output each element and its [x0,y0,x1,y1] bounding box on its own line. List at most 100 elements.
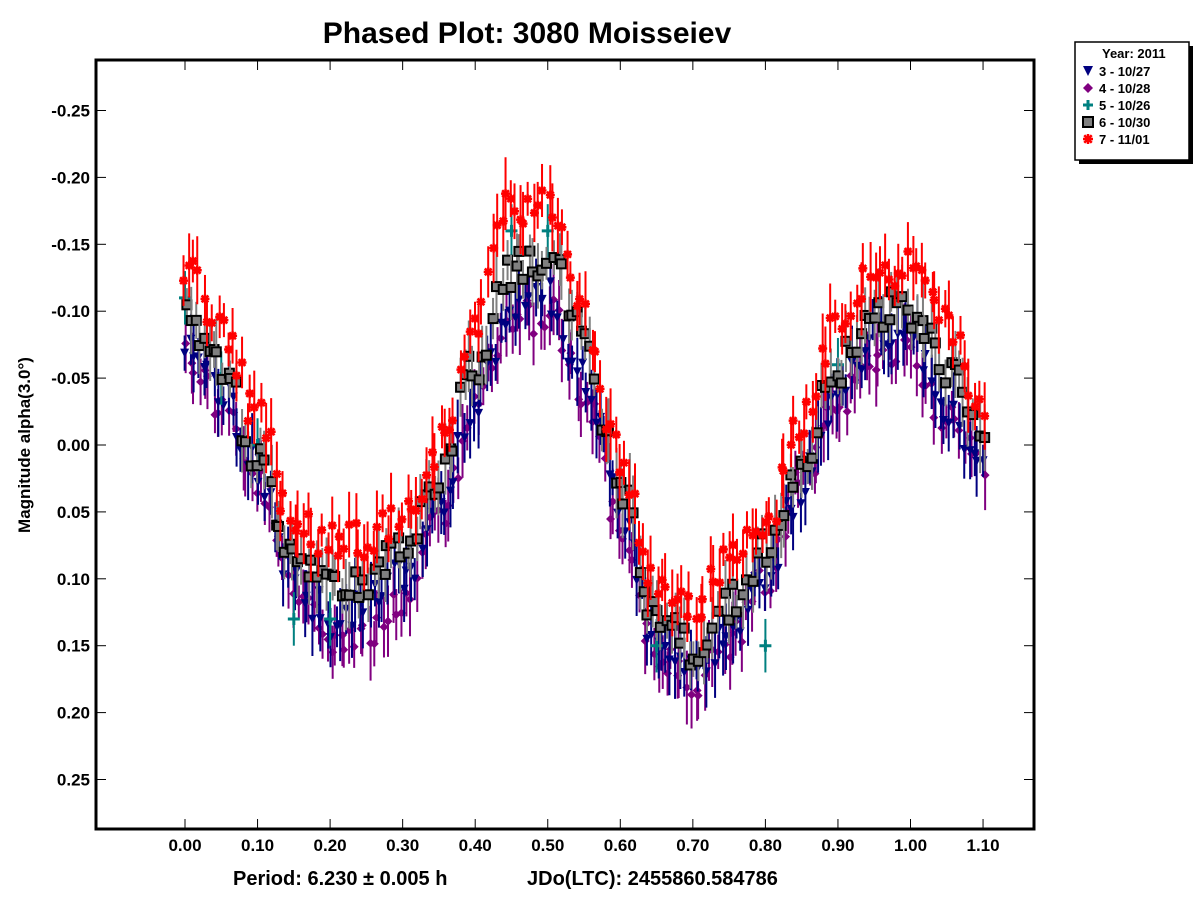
data-point [751,547,763,559]
data-point [405,594,415,604]
data-point [427,447,437,457]
data-point [758,530,768,540]
data-point [278,570,288,580]
data-point [245,388,255,398]
data-point [386,503,396,513]
data-point [547,212,557,222]
data-point [764,512,774,522]
data-point [930,391,940,401]
data-point [728,540,738,550]
data-point [875,268,885,278]
data-point [917,265,927,275]
data-point [411,506,421,516]
data-point [897,271,907,281]
y-tick-label: -0.25 [51,102,90,121]
data-point [808,407,818,417]
x-tick-label: 0.10 [241,836,274,855]
data-point [287,612,300,625]
data-point [394,522,404,532]
data-point [483,267,493,277]
data-point [363,542,373,552]
data-point [842,407,852,417]
data-point [927,377,937,387]
data-point [224,344,234,354]
data-point [611,430,621,440]
data-point [453,431,463,441]
data-point [963,391,973,401]
data-point [334,532,344,542]
data-point [184,260,194,270]
data-point [940,304,950,314]
data-point [840,319,850,329]
legend-entry: 5 - 10/26 [1083,98,1150,113]
data-point [615,477,627,489]
data-point [788,512,798,522]
data-point [357,574,369,586]
data-point [580,299,590,309]
data-point [554,305,564,315]
data-point [545,190,555,200]
data-point [917,315,929,327]
data-point [955,330,965,340]
data-point [465,419,475,429]
data-point [506,194,516,204]
data-point [306,540,316,550]
data-point [552,313,562,323]
data-point [383,616,393,626]
data-point [972,456,982,466]
data-point [210,346,222,358]
data-point [379,568,391,580]
y-tick-label: 0.15 [57,637,90,656]
data-point [748,530,758,540]
data-point [286,516,296,526]
data-point [893,268,903,278]
data-point [787,481,799,493]
data-point [832,390,842,400]
data-point [647,596,659,608]
data-point [324,612,337,625]
legend-marker-plus-icon [1083,100,1093,110]
data-point [801,397,811,407]
data-point [487,363,497,373]
data-point [800,487,810,497]
data-point [934,315,944,325]
data-point [708,577,718,587]
data-point [299,529,309,539]
data-point [258,454,270,466]
data-point [581,388,591,398]
data-point [505,281,517,293]
data-point [572,367,582,377]
data-point [511,260,523,272]
y-tick-label: -0.05 [51,369,90,388]
data-point [496,318,506,328]
data-point [344,520,354,530]
data-point [799,429,809,439]
data-point [273,520,285,532]
data-point [487,313,499,325]
data-point [406,504,416,514]
data-point [890,281,900,291]
data-point [586,395,596,405]
data-point [929,337,941,349]
data-point [275,506,285,516]
data-point [300,599,310,609]
legend-marker-asterisk-icon [1083,134,1093,144]
data-point [304,509,314,519]
x-axis-ticks: 0.00 0.10 0.20 0.30 0.40 0.50 0.60 0.70 0.80 0.90… [168,60,1000,855]
x-tick-label: 0.40 [459,836,492,855]
y-tick-label: 0.00 [57,436,90,455]
x-tick-label: 0.30 [386,836,419,855]
legend-marker-square-icon [1082,116,1094,128]
data-point [353,548,363,558]
data-point [684,591,694,601]
data-point [944,310,954,320]
data-point [557,222,567,232]
data-point [557,346,567,356]
data-point [465,327,475,337]
data-point [615,467,625,477]
data-point [410,574,420,584]
data-point [624,490,634,500]
data-point [912,361,922,371]
data-point [439,508,449,518]
